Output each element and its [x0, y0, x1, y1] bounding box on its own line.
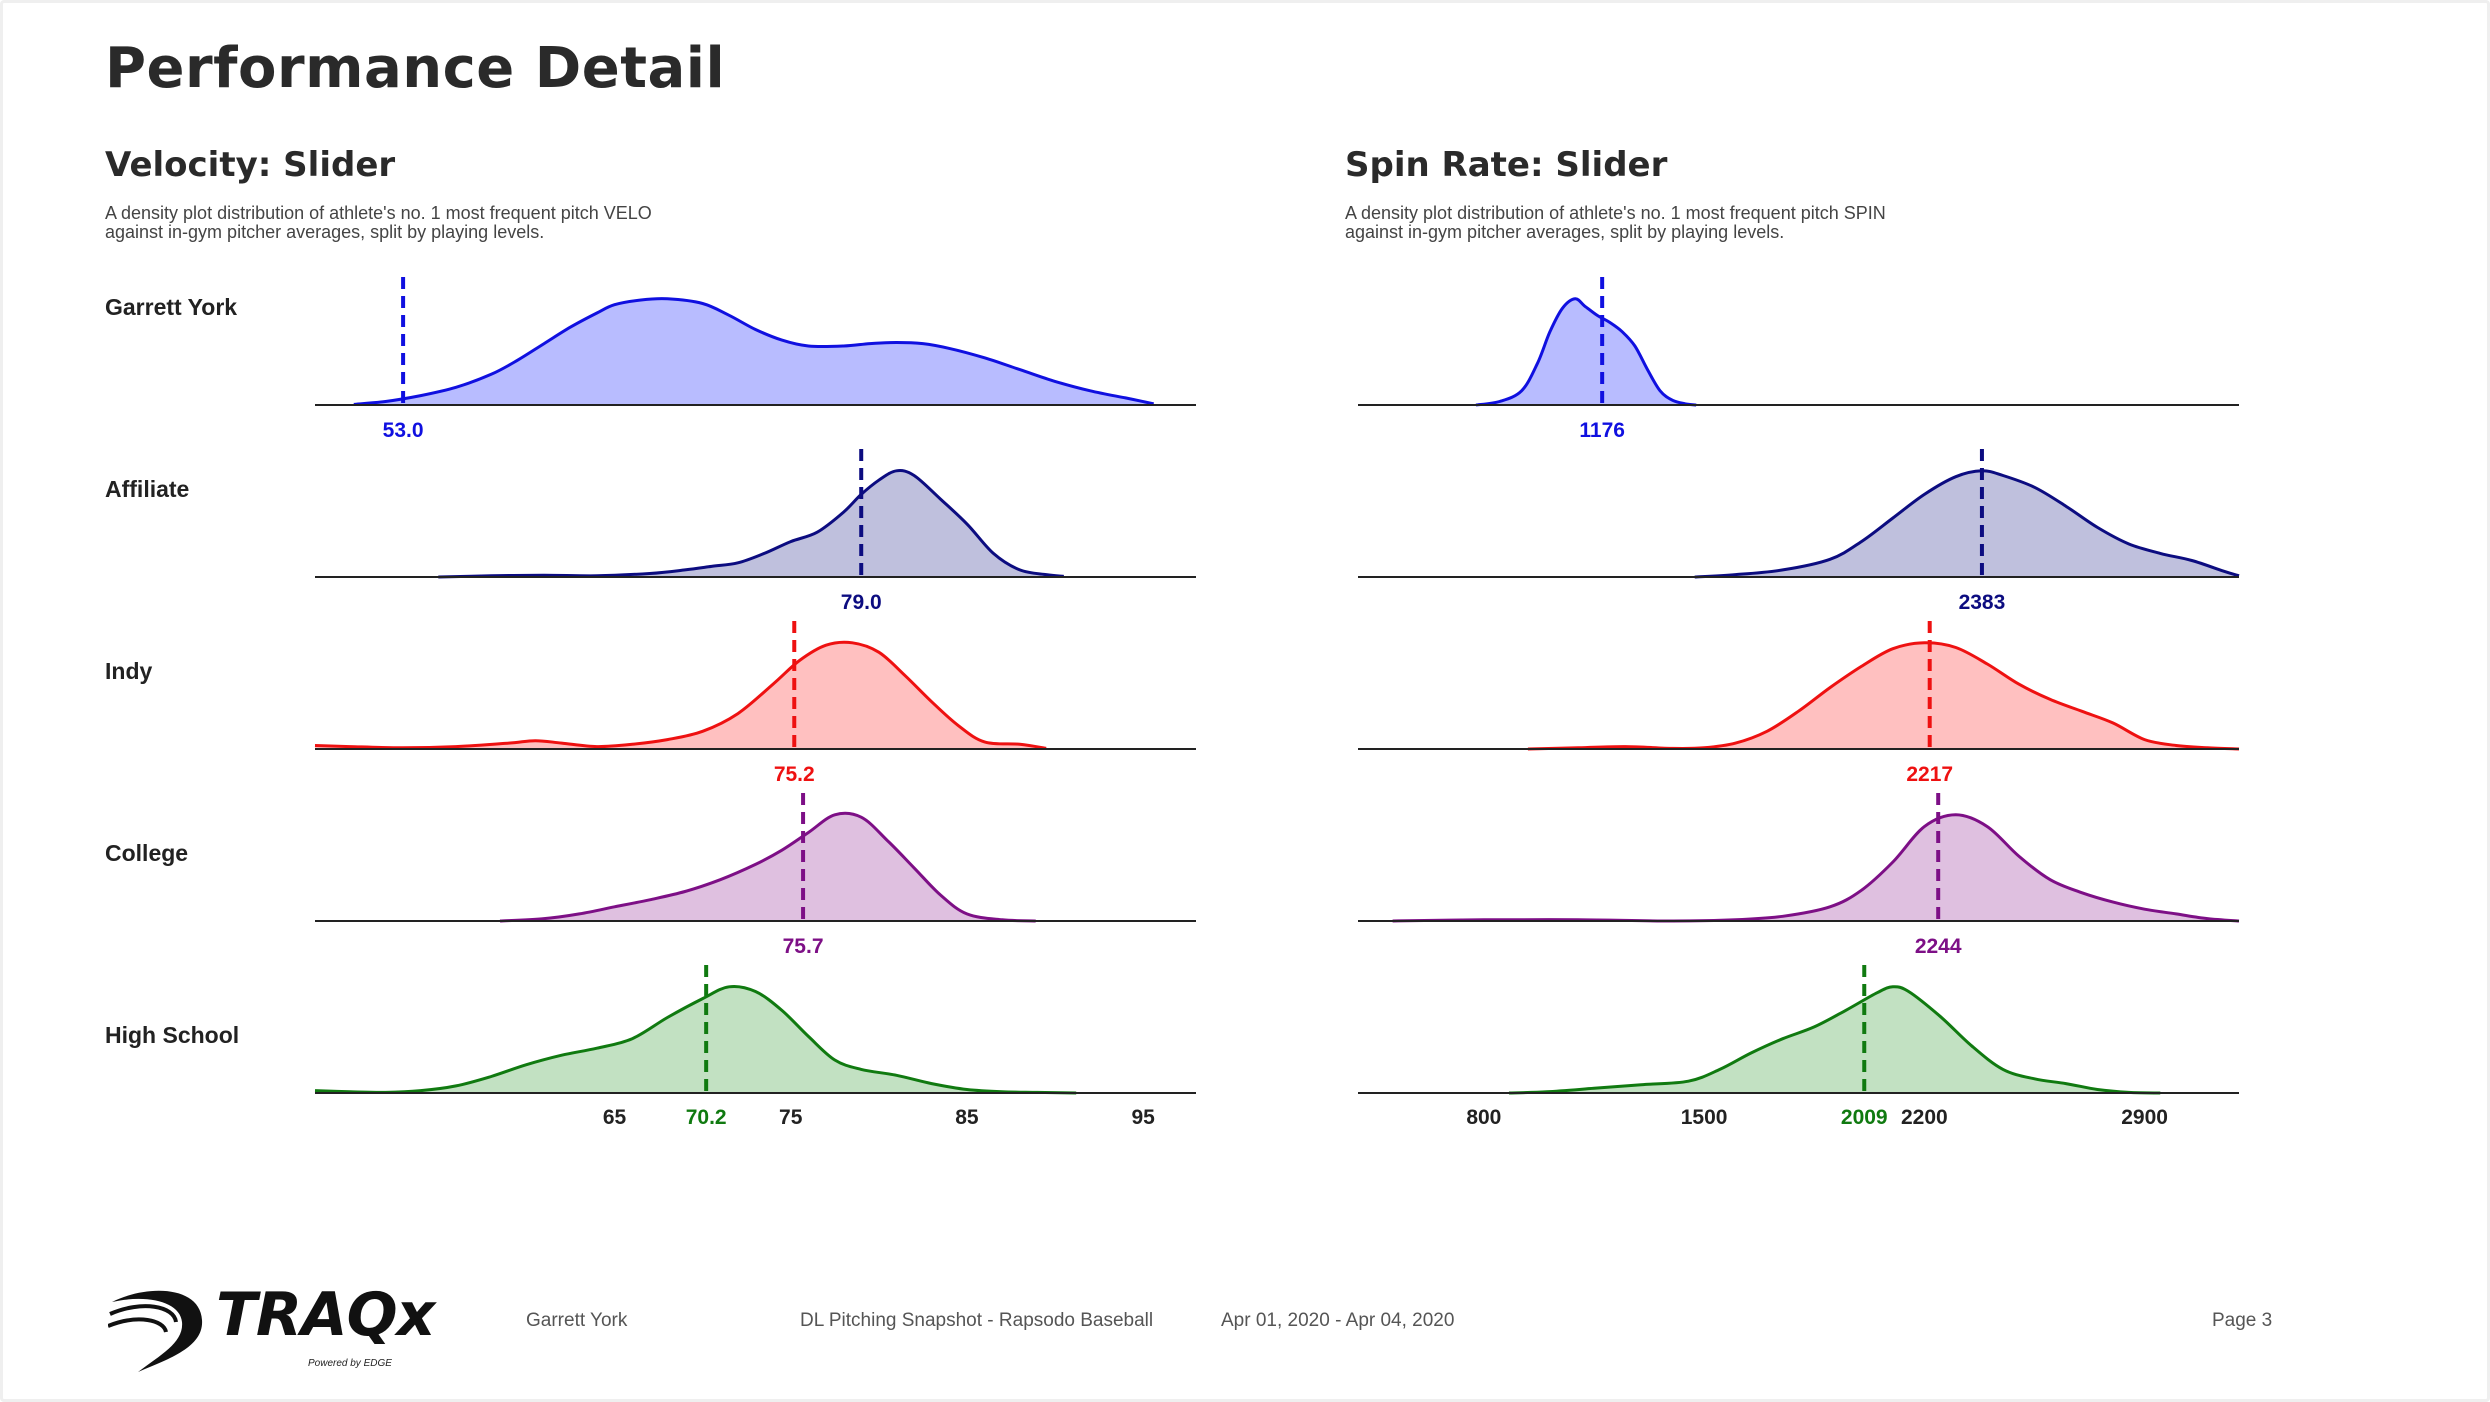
velocity-desc-line2: against in-gym pitcher averages, split b…	[105, 222, 545, 242]
spin-xtick-label-2: 2200	[1901, 1106, 1948, 1129]
spin-median-label-1: 2383	[1959, 591, 2006, 614]
footer-page-number: Page 3	[2212, 1310, 2273, 1331]
spin-median-label-0: 1176	[1579, 419, 1625, 442]
spin-desc-line2: against in-gym pitcher averages, split b…	[1345, 222, 1785, 242]
spin-desc-line1: A density plot distribution of athlete's…	[1345, 203, 1886, 223]
row-label-high-school: High School	[105, 1022, 240, 1048]
velocity-xtick-label-2: 85	[955, 1106, 979, 1129]
velocity-density-fill-0	[353, 298, 1154, 405]
logo-powered-by: Powered by EDGE	[308, 1358, 392, 1369]
velocity-density-fill-1	[438, 470, 1064, 577]
spin-density-fill-4	[1509, 986, 2161, 1093]
velocity-density-fill-3	[500, 813, 1036, 921]
logo-wordmark: TRAQx	[216, 1280, 435, 1350]
velocity-density-line-4	[314, 984, 1077, 1095]
spin-density-fill-3	[1392, 814, 2239, 921]
spin-density-fill-2	[1527, 642, 2239, 749]
velocity-section-title: Velocity: Slider	[105, 145, 396, 185]
spin-density-fill-1	[1694, 470, 2239, 577]
velocity-median-label-0: 53.0	[383, 419, 424, 442]
spin-xtick-label-3: 2900	[2121, 1106, 2168, 1129]
velocity-section-desc: A density plot distribution of athlete's…	[105, 204, 825, 242]
swoosh-logo-icon	[108, 1290, 203, 1372]
spin-median-label-2: 2217	[1906, 763, 1953, 786]
velocity-density-line-0	[353, 297, 1155, 406]
velocity-density-fill-2	[315, 642, 1047, 749]
spin-density-fill-0	[1476, 298, 1697, 405]
spin-section-desc: A density plot distribution of athlete's…	[1345, 204, 2065, 242]
spin-median-label-4: 2009	[1841, 1106, 1888, 1129]
velocity-density-line-2	[314, 640, 1047, 750]
traqx-logo: TRAQx Powered by EDGE	[108, 1280, 435, 1376]
spin-density-line-1	[1694, 469, 2240, 579]
spin-xtick-label-0: 800	[1466, 1106, 1501, 1129]
velocity-density-fill-4	[315, 986, 1077, 1093]
page-title: Performance Detail	[105, 36, 726, 101]
spin-xtick-label-1: 1500	[1681, 1106, 1728, 1129]
spin-density-line-0	[1475, 297, 1697, 407]
row-label-affiliate: Affiliate	[105, 476, 190, 502]
velocity-density-line-1	[438, 469, 1064, 579]
footer-athlete: Garrett York	[526, 1310, 628, 1331]
footer-report-name: DL Pitching Snapshot - Rapsodo Baseball	[800, 1310, 1154, 1331]
spin-median-label-3: 2244	[1915, 935, 1962, 958]
footer-date-range: Apr 01, 2020 - Apr 04, 2020	[1221, 1310, 1455, 1331]
row-label-garrett-york: Garrett York	[105, 294, 238, 320]
velocity-median-label-2: 75.2	[774, 763, 815, 786]
velocity-xtick-label-0: 65	[603, 1106, 627, 1129]
spin-section-title: Spin Rate: Slider	[1345, 145, 1668, 185]
row-label-college: College	[105, 840, 189, 866]
velocity-median-label-3: 75.7	[783, 935, 824, 958]
velocity-desc-line1: A density plot distribution of athlete's…	[105, 203, 652, 223]
velocity-xtick-label-3: 95	[1131, 1106, 1155, 1129]
velocity-median-label-4: 70.2	[686, 1106, 727, 1129]
spin-density-line-4	[1508, 985, 2161, 1095]
velocity-density-line-3	[499, 811, 1036, 923]
row-label-indy: Indy	[105, 658, 153, 684]
velocity-median-label-1: 79.0	[841, 591, 882, 614]
velocity-xtick-label-1: 75	[779, 1106, 803, 1129]
